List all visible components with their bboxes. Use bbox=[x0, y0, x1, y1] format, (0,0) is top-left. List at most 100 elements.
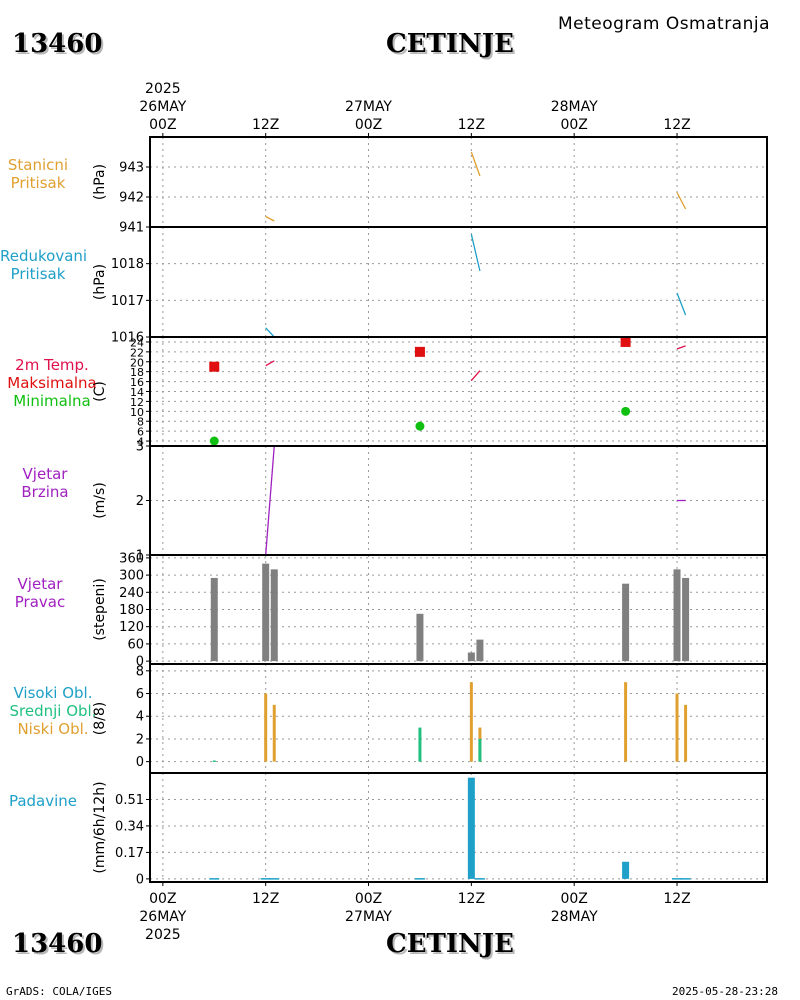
bottom-year-label: 2025 bbox=[145, 927, 181, 943]
label-line: Stanicni bbox=[7, 156, 69, 174]
bottom-hour-tick-label: 12Z bbox=[663, 891, 690, 907]
y-tick-label: 360 bbox=[119, 551, 144, 566]
bottom-day-label: 28MAY bbox=[551, 909, 598, 925]
meteogram-title: Meteogram Osmatranja bbox=[558, 14, 771, 34]
y-tick-label: 1017 bbox=[111, 294, 144, 309]
series-line-2m-temp- bbox=[470, 370, 481, 382]
label-line: Pravac bbox=[14, 593, 66, 611]
station-id-top: 13460 bbox=[12, 29, 103, 59]
bar-wind-direction bbox=[416, 613, 424, 662]
bar-precipitation bbox=[260, 878, 271, 880]
y-tick-label: 12 bbox=[130, 396, 144, 409]
bar-wind-direction bbox=[682, 577, 690, 662]
y-tick-label: 180 bbox=[119, 603, 144, 618]
top-hour-tick-label: 00Z bbox=[355, 117, 382, 133]
y-tick-label: 3 bbox=[136, 440, 144, 455]
label-line: Pritisak bbox=[10, 174, 66, 192]
y-axis-unit-label: (8/8) bbox=[92, 702, 108, 735]
label-wind-speed: Vjetar Brzina bbox=[0, 465, 90, 501]
bar-precipitation bbox=[622, 861, 630, 879]
panel-frame bbox=[149, 226, 768, 338]
y-tick-label: 2 bbox=[136, 732, 144, 747]
station-id-bottom: 13460 bbox=[12, 929, 103, 959]
panel-frame bbox=[149, 663, 768, 774]
bar-precipitation bbox=[474, 878, 485, 880]
bar-srednji-obl- bbox=[478, 738, 482, 762]
bar-niski-obl- bbox=[624, 682, 628, 762]
point-temp-max bbox=[209, 361, 220, 372]
station-name-bottom: CETINJE bbox=[386, 929, 514, 959]
bar-niski-obl- bbox=[469, 682, 473, 762]
y-axis-unit-label: (hPa) bbox=[92, 164, 108, 200]
series-line-reduced-pressure bbox=[676, 292, 687, 316]
series-line-2m-temp- bbox=[676, 345, 686, 350]
label-reduced-pressure: Redukovani Pritisak bbox=[0, 247, 88, 283]
y-tick-label: 942 bbox=[119, 191, 144, 206]
bar-precipitation bbox=[680, 878, 691, 880]
bottom-hour-tick-label: 12Z bbox=[252, 891, 279, 907]
bar-wind-direction bbox=[210, 577, 218, 662]
series-line-station-pressure bbox=[470, 151, 481, 177]
label-line: Pritisak bbox=[10, 265, 66, 283]
label-temperature: 2m Temp. Maksimalna Minimalna bbox=[0, 356, 104, 410]
y-tick-label: 4 bbox=[136, 710, 144, 725]
label-station-pressure: Stanicni Pritisak bbox=[0, 156, 76, 192]
bottom-day-label: 26MAY bbox=[139, 909, 186, 925]
label-line: Visoki Obl. bbox=[13, 684, 93, 702]
y-tick-label: 14 bbox=[130, 386, 144, 399]
panel-frame bbox=[149, 772, 768, 883]
y-tick-label: 8 bbox=[137, 416, 144, 429]
bar-niski-obl- bbox=[264, 693, 268, 762]
top-hour-tick-label: 12Z bbox=[663, 117, 690, 133]
y-tick-label: 20 bbox=[130, 356, 144, 369]
label-clouds: Visoki Obl. Srednji Obl. Niski Obl. bbox=[0, 684, 106, 738]
label-line: Brzina bbox=[21, 483, 69, 501]
bar-niski-obl- bbox=[675, 693, 679, 762]
label-line: Vjetar bbox=[22, 465, 68, 483]
bar-wind-direction bbox=[476, 639, 484, 662]
bar-precipitation bbox=[209, 878, 220, 880]
y-tick-label: 300 bbox=[119, 569, 144, 584]
top-day-label: 27MAY bbox=[345, 99, 392, 115]
top-hour-tick-label: 12Z bbox=[458, 117, 485, 133]
y-tick-label: 16 bbox=[130, 376, 144, 389]
bar-srednji-obl- bbox=[212, 760, 216, 763]
y-tick-label: 941 bbox=[119, 221, 144, 236]
top-year-label: 2025 bbox=[145, 81, 181, 97]
label-precipitation: Padavine bbox=[0, 792, 86, 810]
series-line-station-pressure bbox=[676, 192, 687, 210]
y-axis-unit-label: (hPa) bbox=[92, 264, 108, 300]
y-tick-label: 240 bbox=[119, 586, 144, 601]
point-temp-max bbox=[620, 336, 631, 347]
label-line: 2m Temp. bbox=[15, 356, 89, 374]
label-line: Maksimalna bbox=[7, 374, 97, 392]
y-tick-label: 8 bbox=[136, 664, 144, 679]
y-tick-label: 0 bbox=[136, 872, 144, 887]
y-tick-label: 0.51 bbox=[115, 793, 144, 808]
y-tick-label: 2 bbox=[136, 494, 144, 509]
bar-wind-direction bbox=[622, 583, 630, 662]
series-line-station-pressure bbox=[265, 215, 275, 222]
series-line-wind-speed bbox=[265, 445, 275, 556]
label-line: Padavine bbox=[8, 792, 78, 810]
label-line: Minimalna bbox=[13, 392, 91, 410]
label-line: Srednji Obl. bbox=[9, 702, 97, 720]
top-hour-tick-label: 00Z bbox=[149, 117, 176, 133]
label-wind-direction: Vjetar Pravac bbox=[0, 575, 80, 611]
bar-wind-direction bbox=[673, 569, 681, 662]
point-temp-min bbox=[621, 406, 631, 416]
bar-precipitation bbox=[467, 777, 475, 879]
y-tick-label: 18 bbox=[130, 366, 144, 379]
point-temp-min bbox=[415, 421, 425, 431]
y-tick-label: 0.17 bbox=[115, 846, 144, 861]
series-line-2m-temp- bbox=[265, 360, 275, 367]
y-tick-label: 6 bbox=[136, 687, 144, 702]
point-temp-max bbox=[414, 346, 425, 357]
y-axis-unit-label: (m/s) bbox=[92, 482, 108, 519]
bottom-hour-tick-label: 00Z bbox=[560, 891, 587, 907]
y-tick-label: 22 bbox=[130, 346, 144, 359]
bottom-day-label: 27MAY bbox=[345, 909, 392, 925]
label-line: Redukovani bbox=[0, 247, 88, 265]
bottom-hour-tick-label: 00Z bbox=[355, 891, 382, 907]
bar-niski-obl- bbox=[684, 704, 688, 762]
